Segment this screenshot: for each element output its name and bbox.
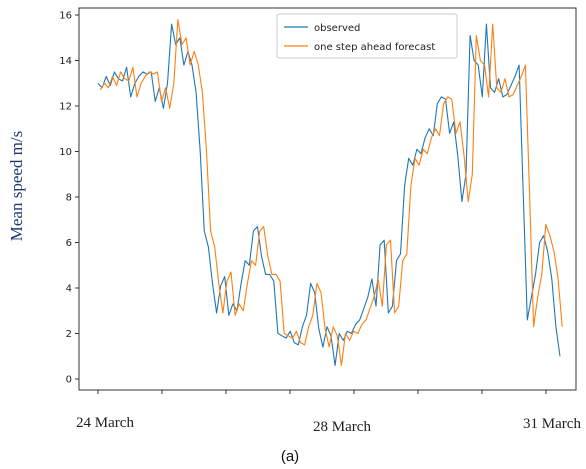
legend-label-observed: observed (314, 23, 360, 34)
x-date-label-24-march: 24 March (76, 415, 134, 431)
legend-label-forecast: one step ahead forecast (314, 42, 435, 53)
x-axis (97, 390, 547, 394)
y-tick-label: 16 (59, 11, 72, 22)
y-axis: 0 2 4 6 8 10 12 14 16 (59, 11, 79, 386)
legend: observed one step ahead forecast (276, 13, 458, 59)
plot-frame (78, 7, 577, 391)
plot-area: 0 2 4 6 8 10 12 14 16 (59, 7, 577, 394)
y-tick-label: 4 (66, 284, 72, 295)
x-date-label-31-march: 31 March (523, 416, 581, 432)
y-tick-label: 2 (66, 329, 72, 340)
x-date-label-28-march: 28 March (313, 419, 371, 435)
series-lines (97, 19, 563, 366)
legend-box (276, 13, 458, 59)
y-tick-label: 0 (66, 375, 72, 386)
y-tick-label: 12 (59, 102, 72, 113)
y-axis-label: Mean speed m/s (7, 131, 26, 241)
series-line-observed (97, 23, 561, 366)
y-tick-label: 14 (59, 56, 72, 67)
figure-caption: (a) (281, 448, 299, 465)
y-tick-label: 10 (59, 147, 72, 158)
y-tick-label: 6 (66, 238, 72, 249)
series-line-forecast (99, 19, 563, 366)
y-tick-label: 8 (66, 193, 72, 204)
